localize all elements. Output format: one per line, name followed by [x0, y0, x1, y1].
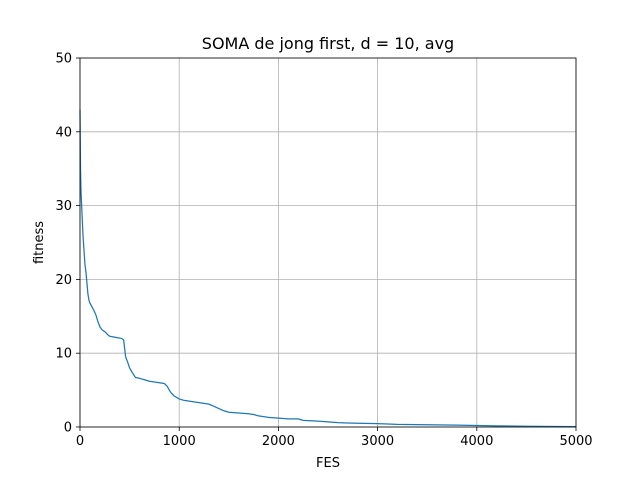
x-tick-label: 4000 — [460, 434, 493, 449]
y-tick-label: 0 — [64, 421, 72, 436]
axis-ticks: 0 1000 2000 3000 4000 5000 0 10 20 30 40 50 — [55, 52, 592, 450]
x-tick-label: 0 — [76, 434, 84, 449]
x-tick-label: 5000 — [559, 434, 592, 449]
y-axis-label: fitness — [32, 221, 47, 264]
x-tick-label: 2000 — [262, 434, 295, 449]
y-tick-label: 20 — [55, 273, 72, 288]
y-tick-label: 40 — [55, 125, 72, 140]
fitness-series-line — [79, 109, 577, 428]
x-tick-label: 1000 — [163, 434, 196, 449]
chart-title: SOMA de jong first, d = 10, avg — [202, 34, 454, 53]
y-tick-label: 10 — [55, 347, 72, 362]
x-tick-label: 3000 — [361, 434, 394, 449]
grid — [79, 57, 577, 428]
y-tick-label: 30 — [55, 199, 72, 214]
y-tick-label: 50 — [55, 52, 72, 67]
plot-area — [79, 109, 577, 428]
x-axis-label: FES — [316, 456, 340, 471]
axes-frame — [79, 57, 577, 428]
